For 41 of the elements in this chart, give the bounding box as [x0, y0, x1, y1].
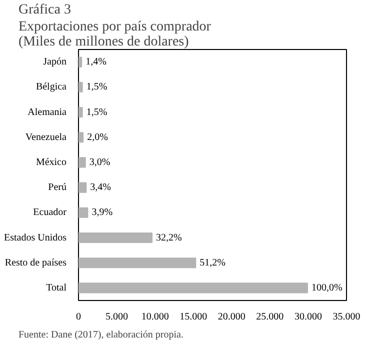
bar: [78, 258, 196, 268]
x-tick-label: 10.000: [141, 312, 169, 322]
annotation: 1,5%: [86, 106, 108, 118]
annotation: 3,0%: [89, 156, 110, 168]
bar: [78, 106, 83, 118]
y-tick-label: Estados Unidos: [4, 232, 67, 244]
annotation: 51,2%: [200, 257, 226, 268]
bar: [78, 132, 84, 143]
x-tick-label: 0: [76, 312, 81, 322]
annotation: 32,2%: [156, 232, 182, 244]
y-tick-label: Total: [46, 282, 67, 294]
x-tick-label: 5.000: [106, 312, 128, 322]
bar: [78, 232, 153, 244]
x-tick-label: 35.000: [332, 312, 360, 322]
y-tick-label: México: [36, 156, 66, 168]
bar: [78, 82, 83, 92]
annotation: 1,4%: [86, 56, 106, 68]
chart-title: Gráfica 3: [18, 2, 71, 18]
bar: [78, 207, 88, 218]
bar: [78, 56, 82, 68]
bar: [78, 157, 86, 168]
source-note: Fuente: Dane (2017), elaboración propia.: [18, 330, 184, 340]
y-tick-label: Venezuela: [25, 132, 68, 143]
y-tick-label: Perú: [48, 182, 67, 194]
annotation: 3,9%: [92, 207, 113, 218]
y-tick-label: Bélgica: [36, 82, 68, 93]
y-tick-label: Ecuador: [33, 207, 68, 218]
bar: [78, 182, 87, 193]
x-tick-label: 15.000: [180, 312, 208, 322]
y-tick-label: Alemania: [28, 106, 68, 118]
x-tick-label: 20.000: [218, 312, 246, 322]
y-tick-label: Japón: [43, 56, 67, 68]
x-tick-label: 25.000: [256, 312, 284, 322]
annotation: 100,0%: [311, 282, 342, 294]
annotation: 2,0%: [87, 132, 108, 143]
bar: [78, 282, 308, 294]
chart-subtitle: Exportaciones por país comprador (Miles de millones de dolares): [18, 20, 212, 50]
annotation: 3,4%: [90, 182, 111, 194]
x-tick-label: 30.000: [294, 312, 322, 322]
y-tick-label: Resto de países: [4, 257, 67, 268]
annotation: 1,5%: [86, 82, 108, 93]
